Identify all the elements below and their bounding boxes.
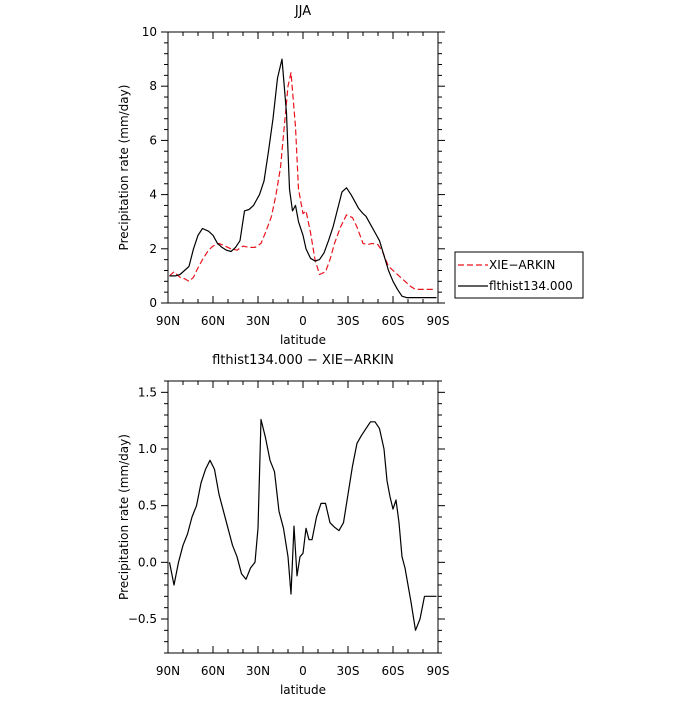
plot-frame-1 — [167, 31, 439, 304]
y-tick-label-2-4: 1.5 — [138, 385, 157, 399]
series-line-2-1 — [168, 418, 437, 631]
y-tick-label-2-1: 0.0 — [138, 555, 157, 569]
x-tick-label-2-1: 60N — [201, 664, 225, 678]
y-tick-label-1-1: 2 — [149, 242, 157, 256]
x-tick-label-1-3: 0 — [299, 314, 307, 328]
chart-title-2: flthist134.000 − XIE−ARKIN — [212, 353, 394, 368]
x-tick-label-2-2: 30N — [246, 664, 270, 678]
x-tick-label-1-1: 60N — [201, 314, 225, 328]
x-tick-label-2-3: 0 — [299, 664, 307, 678]
y-tick-label-2-0: −0.5 — [128, 612, 157, 626]
series-line-1-1 — [169, 72, 435, 290]
x-tick-label-1-2: 30N — [246, 314, 270, 328]
legend-label-1: XIE−ARKIN — [489, 258, 555, 272]
x-tick-label-1-4: 30S — [337, 314, 360, 328]
y-tick-label-1-0: 0 — [149, 296, 157, 310]
x-axis-label-1: latitude — [280, 333, 326, 347]
y-tick-label-2-2: 0.5 — [138, 499, 157, 513]
x-tick-label-2-4: 30S — [337, 664, 360, 678]
y-tick-label-2-3: 1.0 — [138, 442, 157, 456]
x-tick-label-1-6: 90S — [427, 314, 450, 328]
x-tick-label-2-5: 60S — [382, 664, 405, 678]
y-tick-label-1-3: 6 — [149, 133, 157, 147]
x-tick-label-2-6: 90S — [427, 664, 450, 678]
y-axis-label-1: Precipitation rate (mm/day) — [117, 85, 131, 251]
x-axis-label-2: latitude — [280, 683, 326, 697]
x-tick-label-1-5: 60S — [382, 314, 405, 328]
y-tick-label-1-4: 8 — [149, 79, 157, 93]
x-tick-label-2-0: 90N — [156, 664, 180, 678]
y-tick-label-1-5: 10 — [142, 25, 157, 39]
legend-box — [454, 251, 584, 299]
legend-label-2: flthist134.000 — [489, 279, 573, 293]
y-tick-label-1-2: 4 — [149, 188, 157, 202]
x-tick-label-1-0: 90N — [156, 314, 180, 328]
y-axis-label-2: Precipitation rate (mm/day) — [117, 434, 131, 600]
plot-frame-2 — [167, 380, 439, 654]
chart-title-1: JJA — [294, 4, 311, 19]
series-line-1-2 — [169, 58, 437, 299]
